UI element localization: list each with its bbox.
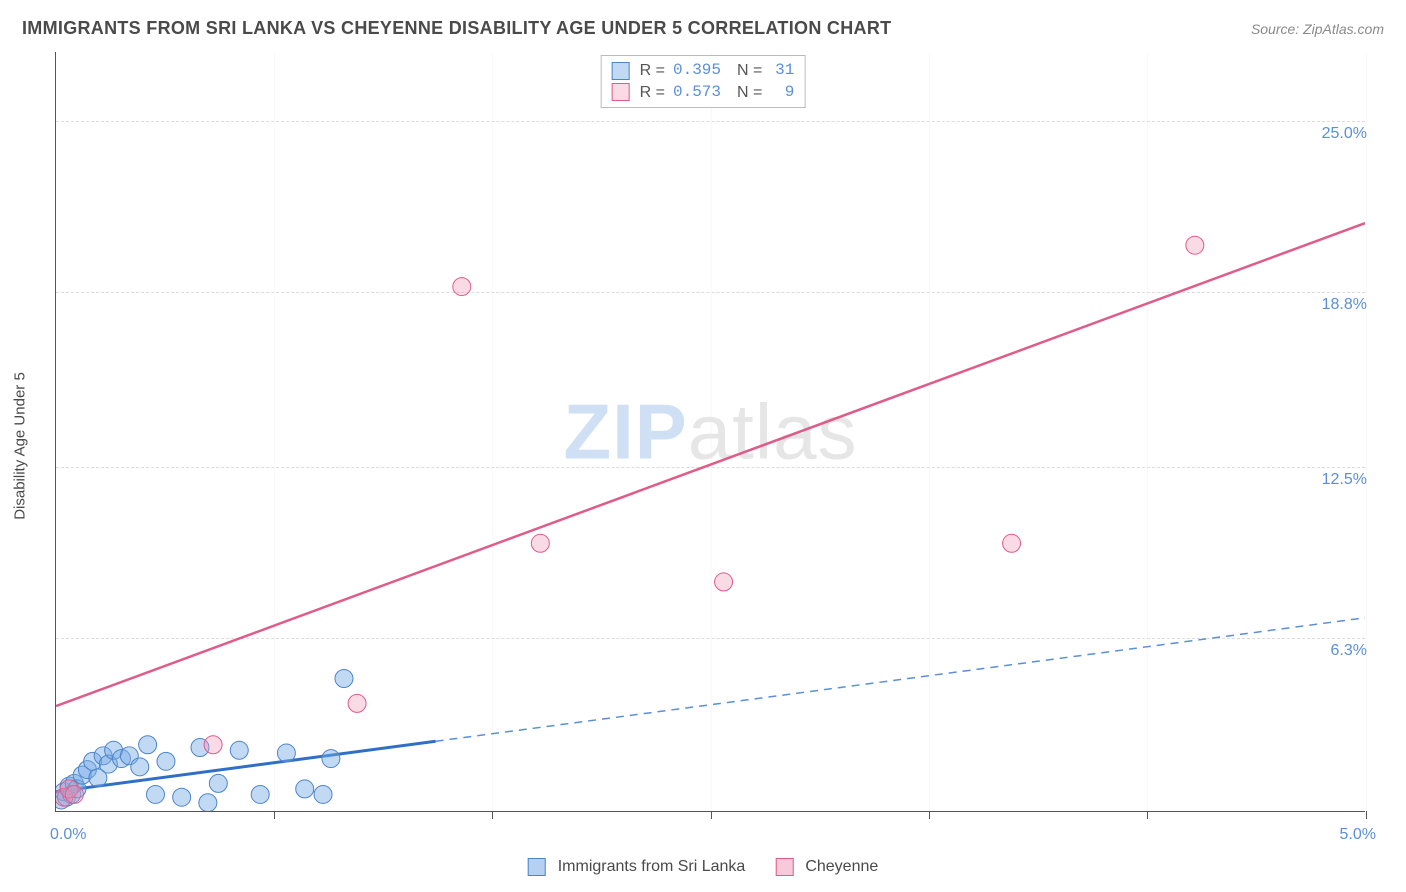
data-point-blue [322, 750, 340, 768]
title-bar: IMMIGRANTS FROM SRI LANKA VS CHEYENNE DI… [22, 18, 1384, 39]
data-point-blue [131, 758, 149, 776]
x-axis-start-label: 0.0% [50, 826, 86, 844]
x-tick [1147, 811, 1148, 819]
data-point-pink [715, 573, 733, 591]
legend-r-value: 0.395 [673, 60, 721, 82]
data-point-pink [453, 278, 471, 296]
chart-svg [56, 52, 1365, 811]
legend-swatch [528, 858, 546, 876]
correlation-legend: R = 0.395 N = 31 R = 0.573 N = 9 [601, 55, 806, 108]
x-tick [711, 811, 712, 819]
source-attribution: Source: ZipAtlas.com [1251, 21, 1384, 37]
y-axis-label: Disability Age Under 5 [12, 372, 29, 520]
data-point-pink [204, 736, 222, 754]
legend-swatch [612, 83, 630, 101]
data-point-pink [65, 785, 83, 803]
legend-n-label: N = [737, 60, 762, 82]
data-point-blue [157, 752, 175, 770]
trend-line-srilanka-dashed [436, 618, 1365, 741]
legend-row: R = 0.573 N = 9 [612, 82, 795, 104]
x-tick [274, 811, 275, 819]
legend-n-value: 31 [770, 60, 794, 82]
gridline-v [1366, 52, 1367, 811]
data-point-blue [209, 774, 227, 792]
data-point-blue [199, 794, 217, 811]
data-point-pink [1003, 534, 1021, 552]
plot-area: ZIPatlas 6.3%12.5%18.8%25.0% [55, 52, 1365, 812]
legend-item: Immigrants from Sri Lanka [528, 858, 746, 876]
series-legend: Immigrants from Sri Lanka Cheyenne [528, 858, 879, 876]
data-point-blue [146, 785, 164, 803]
data-point-pink [1186, 236, 1204, 254]
data-point-blue [314, 785, 332, 803]
legend-r-label: R = [640, 82, 665, 104]
legend-n-label: N = [737, 82, 762, 104]
data-point-blue [139, 736, 157, 754]
data-point-blue [296, 780, 314, 798]
legend-row: R = 0.395 N = 31 [612, 60, 795, 82]
x-tick [1366, 811, 1367, 819]
data-point-blue [230, 741, 248, 759]
data-point-pink [531, 534, 549, 552]
legend-label: Immigrants from Sri Lanka [558, 858, 746, 876]
trend-line-cheyenne [56, 223, 1365, 706]
data-point-pink [348, 694, 366, 712]
data-point-blue [335, 670, 353, 688]
x-axis-end-label: 5.0% [1340, 826, 1376, 844]
x-tick [492, 811, 493, 819]
x-tick [929, 811, 930, 819]
legend-r-value: 0.573 [673, 82, 721, 104]
legend-item: Cheyenne [775, 858, 878, 876]
data-point-blue [173, 788, 191, 806]
legend-r-label: R = [640, 60, 665, 82]
data-point-blue [277, 744, 295, 762]
legend-n-value: 9 [770, 82, 794, 104]
legend-label: Cheyenne [805, 858, 878, 876]
data-point-blue [251, 785, 269, 803]
chart-title: IMMIGRANTS FROM SRI LANKA VS CHEYENNE DI… [22, 18, 891, 39]
legend-swatch [612, 62, 630, 80]
legend-swatch [775, 858, 793, 876]
